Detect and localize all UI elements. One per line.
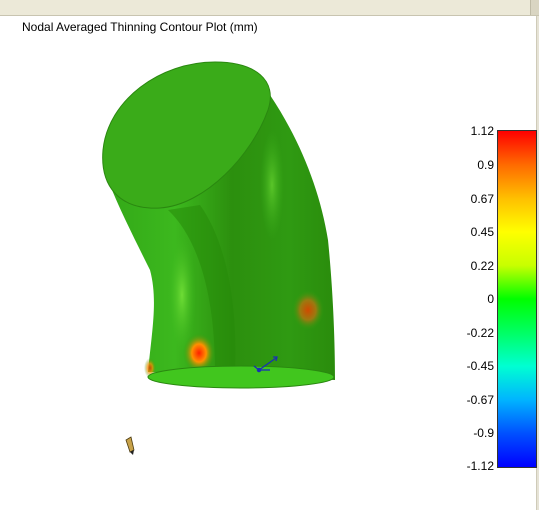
legend-tick: -0.67 bbox=[466, 393, 494, 407]
legend-tick: 1.12 bbox=[470, 124, 494, 138]
window-corner bbox=[530, 0, 539, 15]
pipe-elbow-model[interactable] bbox=[0, 16, 536, 510]
plot-title: Nodal Averaged Thinning Contour Plot (mm… bbox=[22, 20, 258, 34]
legend-tick: 0.22 bbox=[470, 259, 494, 273]
inner-shadow bbox=[168, 205, 236, 372]
light-band-right bbox=[260, 130, 284, 240]
bottom-opening bbox=[147, 365, 335, 389]
top-cut-face bbox=[102, 61, 271, 209]
legend-tick: 0 bbox=[487, 292, 494, 306]
legend-tick: -0.9 bbox=[473, 426, 494, 440]
legend-tick: -1.12 bbox=[466, 459, 494, 473]
pencil-icon bbox=[125, 436, 135, 455]
3d-viewport[interactable] bbox=[0, 16, 536, 510]
legend-color-bar bbox=[497, 130, 537, 468]
legend-tick: -0.22 bbox=[466, 326, 494, 340]
legend-tick: -0.45 bbox=[466, 359, 494, 373]
window-top-border bbox=[0, 0, 539, 16]
legend-tick: 0.45 bbox=[470, 225, 494, 239]
axis-triad-icon bbox=[253, 356, 278, 373]
legend-tick: 0.9 bbox=[477, 158, 494, 172]
thinning-spot-right bbox=[292, 290, 324, 330]
thinning-spot-bottom bbox=[183, 333, 215, 373]
legend-tick: 0.67 bbox=[470, 192, 494, 206]
light-band-left bbox=[168, 235, 196, 355]
